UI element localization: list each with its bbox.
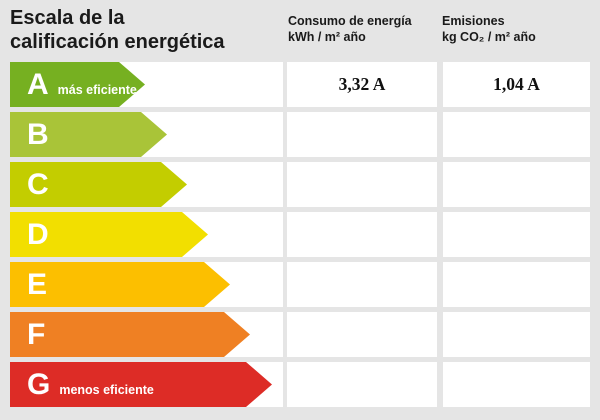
rating-band-f: F xyxy=(10,312,283,357)
emisiones-value-d xyxy=(443,212,590,257)
column-header-consumo: Consumo de energía kWh / m² año xyxy=(288,14,412,44)
rating-band-b: B xyxy=(10,112,283,157)
efficiency-note: menos eficiente xyxy=(59,383,154,397)
rating-row-a: A más eficiente 3,32 A 1,04 A xyxy=(0,62,600,107)
grade-letter: B xyxy=(27,118,49,151)
rating-band-d: D xyxy=(10,212,283,257)
rating-bar-b: B xyxy=(10,112,167,157)
emisiones-value-b xyxy=(443,112,590,157)
consumo-value-e xyxy=(287,262,437,307)
rating-row-c: C xyxy=(0,162,600,207)
rating-band-c: C xyxy=(10,162,283,207)
rating-band-e: E xyxy=(10,262,283,307)
consumo-value-c xyxy=(287,162,437,207)
rating-row-g: G menos eficiente xyxy=(0,362,600,407)
rating-bar-c: C xyxy=(10,162,187,207)
emisiones-value-a: 1,04 A xyxy=(443,62,590,107)
rating-row-e: E xyxy=(0,262,600,307)
grade-letter: C xyxy=(27,168,49,201)
page-title: Escala de la calificación energética xyxy=(10,7,225,53)
consumo-value-a: 3,32 A xyxy=(287,62,437,107)
rating-rows: A más eficiente 3,32 A 1,04 A B C xyxy=(0,62,600,407)
column-header-emisiones: Emisiones kg CO₂ / m² año xyxy=(442,14,536,44)
rating-row-b: B xyxy=(0,112,600,157)
rating-bar-g: G menos eficiente xyxy=(10,362,272,407)
rating-band-g: G menos eficiente xyxy=(10,362,283,407)
consumo-value-d xyxy=(287,212,437,257)
consumo-value-f xyxy=(287,312,437,357)
consumo-value-g xyxy=(287,362,437,407)
emisiones-value-e xyxy=(443,262,590,307)
grade-letter: G xyxy=(27,368,51,401)
emisiones-value-f xyxy=(443,312,590,357)
rating-bar-f: F xyxy=(10,312,250,357)
efficiency-note: más eficiente xyxy=(57,83,137,97)
consumo-value-b xyxy=(287,112,437,157)
rating-row-f: F xyxy=(0,312,600,357)
grade-letter: A xyxy=(27,68,49,101)
grade-letter: F xyxy=(27,318,46,351)
emisiones-value-c xyxy=(443,162,590,207)
rating-band-a: A más eficiente xyxy=(10,62,283,107)
grade-letter: E xyxy=(27,268,48,301)
grade-letter: D xyxy=(27,218,49,251)
emisiones-value-g xyxy=(443,362,590,407)
rating-bar-a: A más eficiente xyxy=(10,62,145,107)
rating-row-d: D xyxy=(0,212,600,257)
rating-bar-d: D xyxy=(10,212,208,257)
rating-bar-e: E xyxy=(10,262,230,307)
